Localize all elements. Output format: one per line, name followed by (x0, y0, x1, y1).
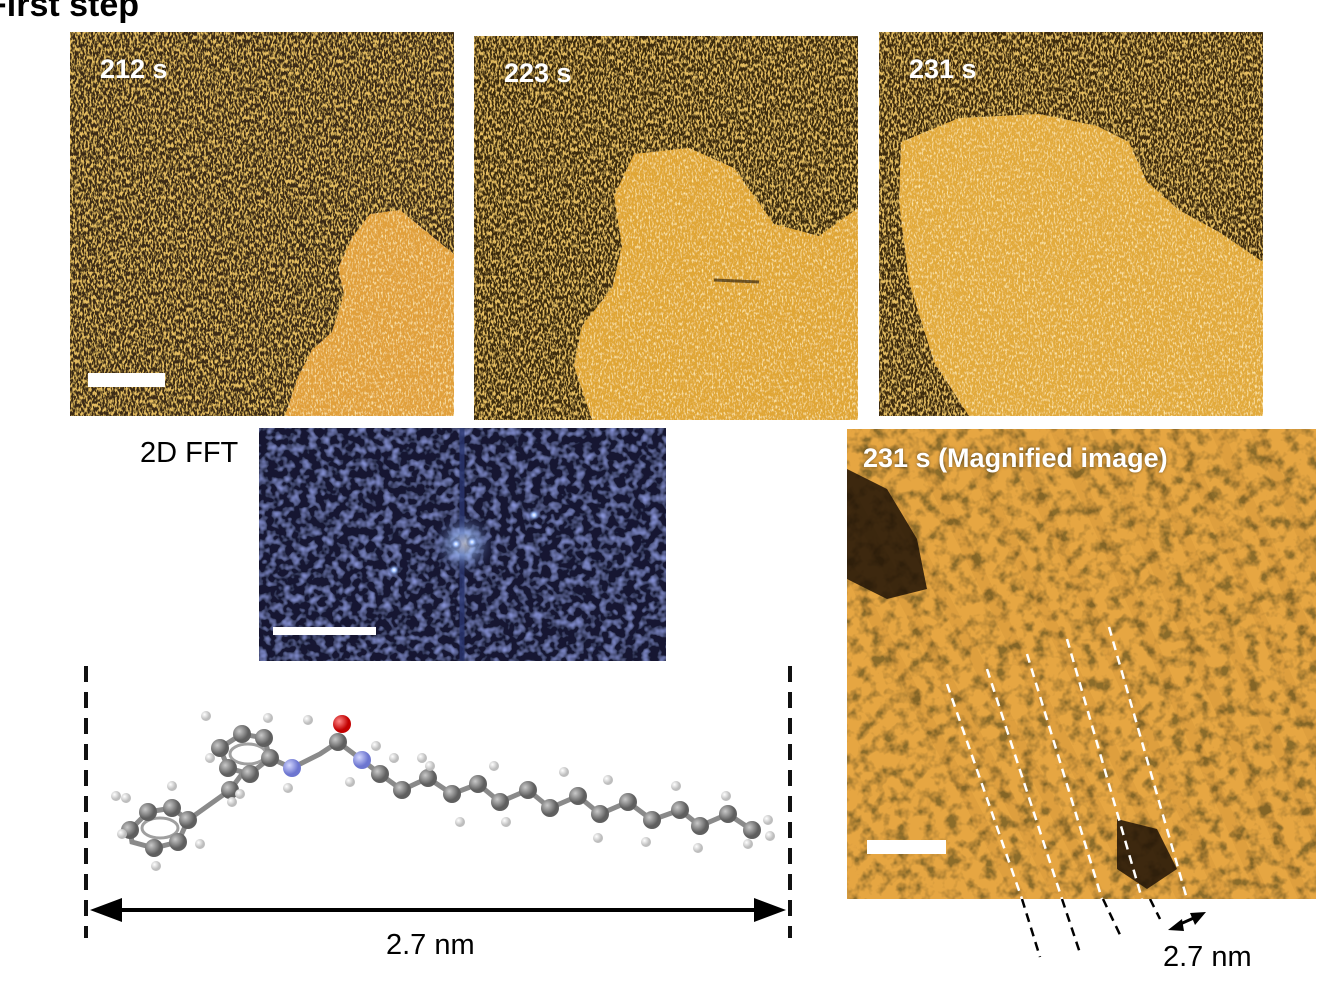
spacing-label: 2.7 nm (1163, 941, 1252, 973)
magnified-image (847, 429, 1316, 899)
scale-bar (867, 840, 946, 854)
fft-image (259, 428, 666, 661)
fft-label: 2D FFT (140, 437, 239, 469)
stm-image-212s (70, 32, 454, 416)
stm-panel-231s: 231 s (879, 32, 1263, 416)
magnified-panel: 231 s (Magnified image) (847, 429, 1316, 899)
fft-panel (259, 428, 666, 661)
stm-panel-223s: 223 s (474, 36, 858, 420)
molecule-model (84, 666, 792, 938)
length-arrow (90, 898, 786, 922)
scale-bar (88, 373, 165, 387)
molecule-length-label: 2.7 nm (386, 929, 475, 961)
panel-time-label: 231 s (909, 54, 977, 84)
double-arrow-icon (1168, 912, 1206, 931)
panel-time-label: 223 s (504, 58, 572, 88)
spacing-annotation (1020, 899, 1206, 958)
stm-image-231s (879, 32, 1263, 416)
panel-time-label: 212 s (100, 54, 168, 84)
scale-bar (273, 627, 376, 635)
stm-image-223s (474, 36, 858, 420)
figure-heading: First step (0, 0, 140, 24)
magnified-title: 231 s (Magnified image) (863, 443, 1168, 473)
stm-panel-212s: 212 s (70, 32, 454, 416)
